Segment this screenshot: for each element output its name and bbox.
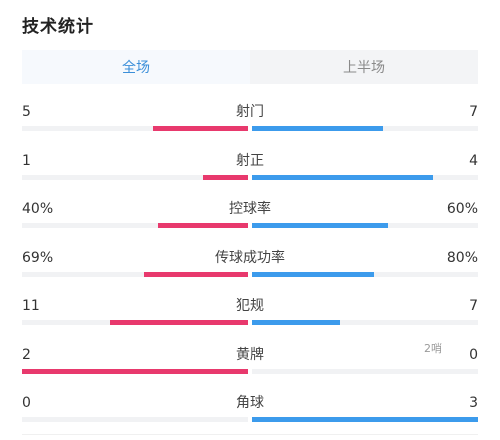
away-bar-track bbox=[252, 174, 478, 180]
period-tabs: 全场 上半场 bbox=[22, 50, 478, 84]
home-bar-track bbox=[22, 126, 248, 131]
away-bar-track bbox=[252, 368, 478, 374]
home-bar-track bbox=[22, 174, 248, 180]
stat-row: 1 射正 4 bbox=[22, 152, 478, 192]
away-bar bbox=[252, 320, 340, 325]
stat-row: 69% 传球成功率 80% bbox=[22, 249, 478, 289]
home-bar-track bbox=[22, 223, 248, 228]
away-bar-track bbox=[252, 271, 478, 277]
page-title: 技术统计 bbox=[22, 17, 94, 37]
home-bar bbox=[110, 320, 248, 325]
stat-name: 黄牌 bbox=[236, 346, 264, 363]
home-bar-track bbox=[22, 320, 248, 325]
home-bar bbox=[153, 126, 248, 131]
away-bar bbox=[252, 417, 478, 422]
stat-name: 传球成功率 bbox=[215, 249, 285, 266]
stat-row: 11 犯规 7 bbox=[22, 297, 478, 337]
home-bar bbox=[22, 368, 248, 374]
stat-row: 40% 控球率 60% bbox=[22, 200, 478, 240]
home-bar bbox=[203, 174, 248, 180]
away-bar-track bbox=[252, 417, 478, 422]
away-bar bbox=[252, 174, 433, 180]
divider bbox=[22, 434, 478, 435]
home-bar-track bbox=[22, 368, 248, 374]
home-bar-track bbox=[22, 271, 248, 277]
tab-first-half[interactable]: 上半场 bbox=[343, 60, 385, 76]
stat-away-value: 3 bbox=[469, 395, 478, 411]
home-bar bbox=[158, 223, 248, 228]
stat-name: 角球 bbox=[236, 395, 264, 411]
away-bar-track bbox=[252, 320, 478, 325]
stat-name: 射正 bbox=[236, 152, 264, 169]
stat-away-value: 80% bbox=[446, 249, 478, 266]
stat-home-value: 0 bbox=[22, 395, 31, 411]
stat-row: 5 射门 7 bbox=[22, 103, 478, 143]
stat-row: 0 角球 3 bbox=[22, 394, 478, 434]
stat-home-value: 69% bbox=[22, 249, 54, 266]
away-bar-track bbox=[252, 223, 478, 228]
stat-home-value: 40% bbox=[22, 201, 54, 217]
stat-name: 控球率 bbox=[229, 201, 271, 217]
stat-home-value: 2 bbox=[22, 346, 31, 363]
stat-away-value: 7 bbox=[469, 104, 478, 120]
away-bar-track bbox=[252, 126, 478, 131]
home-bar bbox=[144, 271, 248, 277]
stat-home-value: 11 bbox=[22, 298, 40, 314]
tab-full-match[interactable]: 全场 bbox=[22, 50, 250, 84]
stat-away-value: 60% bbox=[446, 201, 478, 217]
stat-away-value: 4 bbox=[469, 152, 478, 169]
stat-away-value: 7 bbox=[469, 298, 478, 314]
away-bar bbox=[252, 223, 388, 228]
watermark: 2哨 bbox=[424, 342, 442, 355]
stat-away-value: 0 bbox=[469, 346, 478, 363]
stat-name: 射门 bbox=[236, 104, 264, 120]
away-bar bbox=[252, 271, 374, 277]
stat-name: 犯规 bbox=[236, 298, 264, 314]
away-bar bbox=[252, 126, 383, 131]
stat-home-value: 5 bbox=[22, 104, 31, 120]
home-bar-track bbox=[22, 417, 248, 422]
stat-home-value: 1 bbox=[22, 152, 31, 169]
stat-row: 2 黄牌 0 bbox=[22, 346, 478, 386]
